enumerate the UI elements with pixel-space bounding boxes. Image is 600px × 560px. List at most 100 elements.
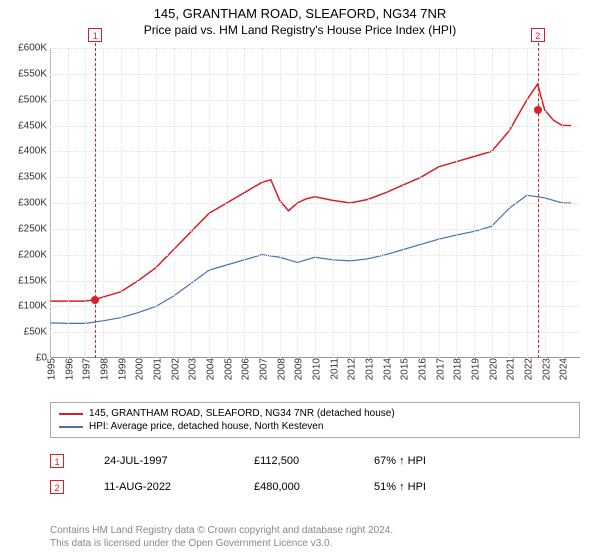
gridline-v (492, 48, 493, 358)
y-axis-label: £400K (18, 146, 50, 157)
x-axis-label: 2006 (237, 358, 252, 380)
gridline-v (439, 48, 440, 358)
y-axis-label: £350K (18, 172, 50, 183)
x-axis-label: 2018 (449, 358, 464, 380)
x-axis-label: 2013 (361, 358, 376, 380)
gridline-v (85, 48, 86, 358)
gridline-v (386, 48, 387, 358)
x-axis-label: 2005 (219, 358, 234, 380)
gridline-v (368, 48, 369, 358)
y-axis-label: £450K (18, 120, 50, 131)
marker-line-1 (95, 43, 96, 358)
footer-line-2: This data is licensed under the Open Gov… (50, 537, 580, 550)
x-axis-label: 2015 (396, 358, 411, 380)
gridline-v (174, 48, 175, 358)
gridline-v (297, 48, 298, 358)
marker-line-2 (538, 43, 539, 358)
x-axis-label: 1996 (60, 358, 75, 380)
sale-price-2: £480,000 (254, 481, 334, 493)
series-line-price_paid (50, 84, 571, 301)
x-axis-label: 2000 (131, 358, 146, 380)
x-axis-label: 2017 (431, 358, 446, 380)
sale-pct-1: 67% ↑ HPI (374, 455, 454, 467)
x-axis-label: 2002 (166, 358, 181, 380)
gridline-v (262, 48, 263, 358)
x-axis-label: 2016 (414, 358, 429, 380)
footer-attribution: Contains HM Land Registry data © Crown c… (50, 524, 580, 550)
sale-date-2: 11-AUG-2022 (104, 481, 214, 493)
sale-date-1: 24-JUL-1997 (104, 455, 214, 467)
x-axis-label: 2024 (555, 358, 570, 380)
legend-label-hpi: HPI: Average price, detached house, Nort… (89, 421, 323, 432)
gridline-v (315, 48, 316, 358)
x-axis-label: 2023 (537, 358, 552, 380)
y-axis-label: £600K (18, 43, 50, 54)
y-axis-label: £200K (18, 249, 50, 260)
marker-dot-1 (91, 296, 99, 304)
sale-marker-2: 2 (50, 480, 64, 494)
gridline-v (244, 48, 245, 358)
gridline-v (403, 48, 404, 358)
y-axis-label: £50K (24, 327, 50, 338)
sale-row-2: 2 11-AUG-2022 £480,000 51% ↑ HPI (50, 474, 580, 500)
series-line-hpi (50, 195, 571, 323)
gridline-v (527, 48, 528, 358)
x-axis-label: 2003 (184, 358, 199, 380)
y-axis-label: £300K (18, 198, 50, 209)
y-axis-label: £500K (18, 94, 50, 105)
x-axis-label: 1998 (96, 358, 111, 380)
x-axis-label: 2001 (149, 358, 164, 380)
legend-box: 145, GRANTHAM ROAD, SLEAFORD, NG34 7NR (… (50, 402, 580, 438)
x-axis-label: 2008 (272, 358, 287, 380)
x-axis-label: 2011 (325, 358, 340, 380)
x-axis-label: 2022 (520, 358, 535, 380)
gridline-v (474, 48, 475, 358)
sale-row-1: 1 24-JUL-1997 £112,500 67% ↑ HPI (50, 448, 580, 474)
gridline-v (103, 48, 104, 358)
gridline-v (121, 48, 122, 358)
x-axis-label: 1997 (78, 358, 93, 380)
gridline-v (191, 48, 192, 358)
gridline-v (562, 48, 563, 358)
gridline-v (421, 48, 422, 358)
y-axis-label: £100K (18, 301, 50, 312)
gridline-v (138, 48, 139, 358)
legend-item-hpi: HPI: Average price, detached house, Nort… (59, 420, 571, 433)
x-axis-label: 2021 (502, 358, 517, 380)
legend-item-price-paid: 145, GRANTHAM ROAD, SLEAFORD, NG34 7NR (… (59, 407, 571, 420)
x-axis-label: 2020 (484, 358, 499, 380)
gridline-v (227, 48, 228, 358)
gridline-v (209, 48, 210, 358)
gridline-v (545, 48, 546, 358)
sale-marker-1: 1 (50, 454, 64, 468)
marker-box-2: 2 (531, 28, 545, 42)
gridline-v (280, 48, 281, 358)
x-axis-label: 1995 (43, 358, 58, 380)
gridline-v (333, 48, 334, 358)
gridline-v (350, 48, 351, 358)
x-axis-label: 2007 (255, 358, 270, 380)
gridline-v (156, 48, 157, 358)
footer-line-1: Contains HM Land Registry data © Crown c… (50, 524, 580, 537)
sales-table: 1 24-JUL-1997 £112,500 67% ↑ HPI 2 11-AU… (50, 448, 580, 500)
chart-container: 145, GRANTHAM ROAD, SLEAFORD, NG34 7NR P… (0, 0, 600, 560)
x-axis-label: 2014 (378, 358, 393, 380)
sale-price-1: £112,500 (254, 455, 334, 467)
chart-title: 145, GRANTHAM ROAD, SLEAFORD, NG34 7NR (0, 0, 600, 21)
legend-swatch-price-paid (59, 413, 83, 415)
y-axis-label: £250K (18, 223, 50, 234)
x-axis-label: 2012 (343, 358, 358, 380)
gridline-v (68, 48, 69, 358)
y-axis-label: £550K (18, 68, 50, 79)
sale-pct-2: 51% ↑ HPI (374, 481, 454, 493)
x-axis-label: 2010 (308, 358, 323, 380)
x-axis-label: 2009 (290, 358, 305, 380)
marker-dot-2 (534, 106, 542, 114)
chart-plot-area: £0£50K£100K£150K£200K£250K£300K£350K£400… (50, 48, 580, 358)
legend-label-price-paid: 145, GRANTHAM ROAD, SLEAFORD, NG34 7NR (… (89, 408, 395, 419)
marker-box-1: 1 (88, 28, 102, 42)
legend-swatch-hpi (59, 426, 83, 428)
x-axis-label: 2004 (202, 358, 217, 380)
x-axis-label: 2019 (467, 358, 482, 380)
gridline-v (509, 48, 510, 358)
